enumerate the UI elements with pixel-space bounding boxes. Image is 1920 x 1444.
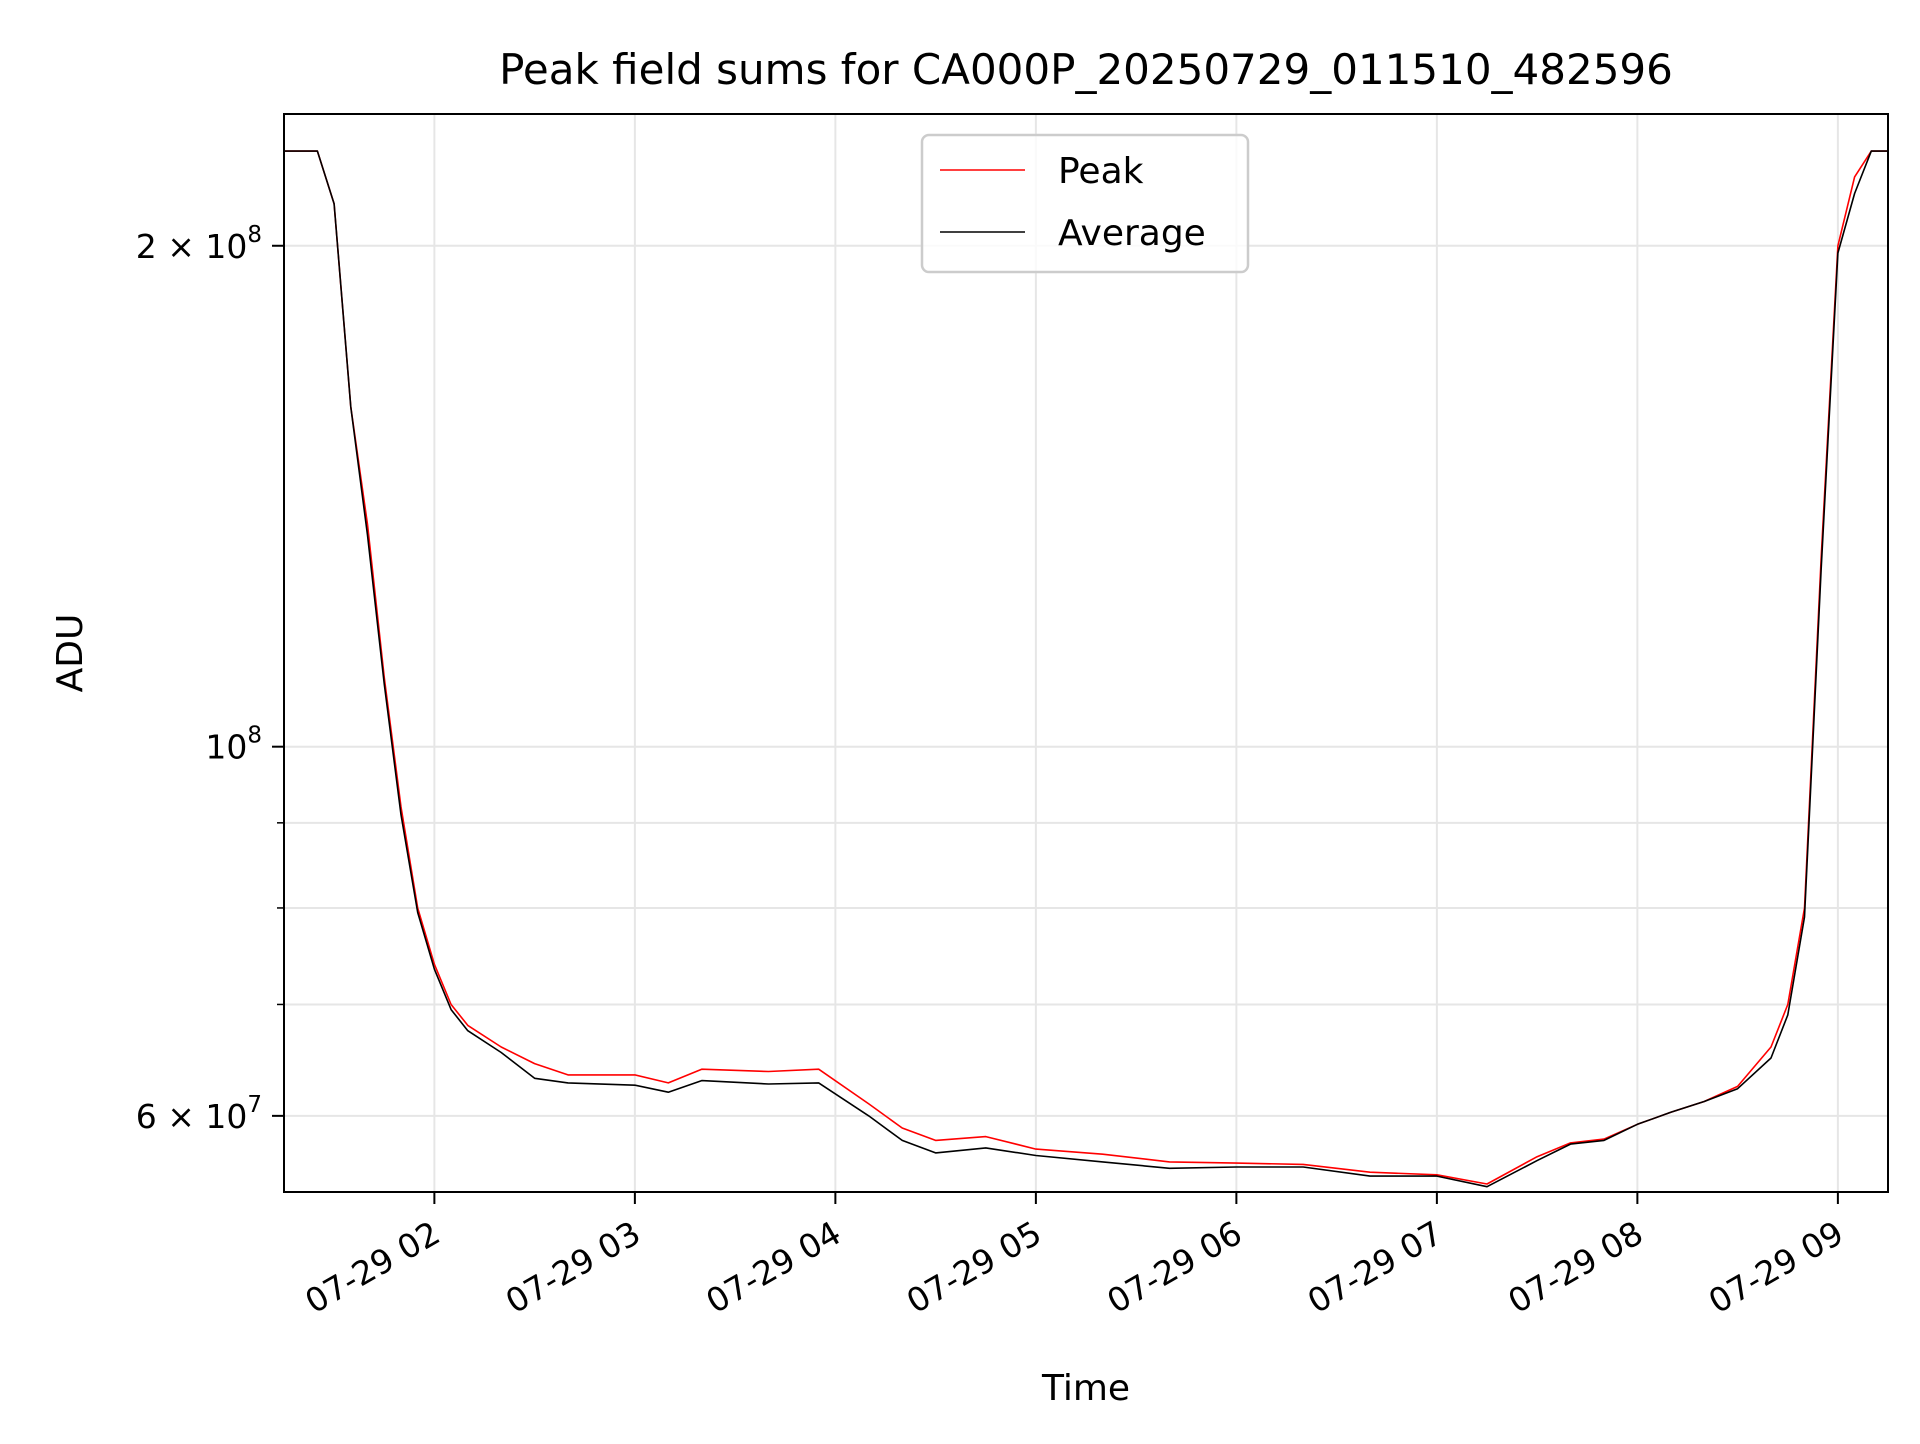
y-tick-exponent: 8 [247,723,262,749]
y-tick-label: 108 [205,723,262,767]
y-tick-label: 2 × 108 [136,222,262,266]
x-axis-label: Time [1041,1368,1130,1409]
y-tick-base: 10 [205,728,247,767]
legend-label-average: Average [1058,213,1206,254]
chart-title: Peak field sums for CA000P_20250729_0115… [499,45,1673,94]
plot-frame [283,113,1889,1193]
series-layer [284,150,1888,1188]
series-line-peak [284,150,1888,1185]
y-tick-exponent: 8 [247,222,262,248]
y-tick-exponent: 7 [247,1092,262,1118]
legend: Peak Average [920,133,1250,274]
legend-label-peak: Peak [1058,151,1144,192]
y-tick-label: 6 × 107 [136,1092,262,1136]
y-tick-base: 2 × 10 [136,227,248,266]
y-axis-label: ADU [50,614,91,693]
series-line-average [284,150,1888,1188]
y-tick-base: 6 × 10 [136,1097,248,1136]
